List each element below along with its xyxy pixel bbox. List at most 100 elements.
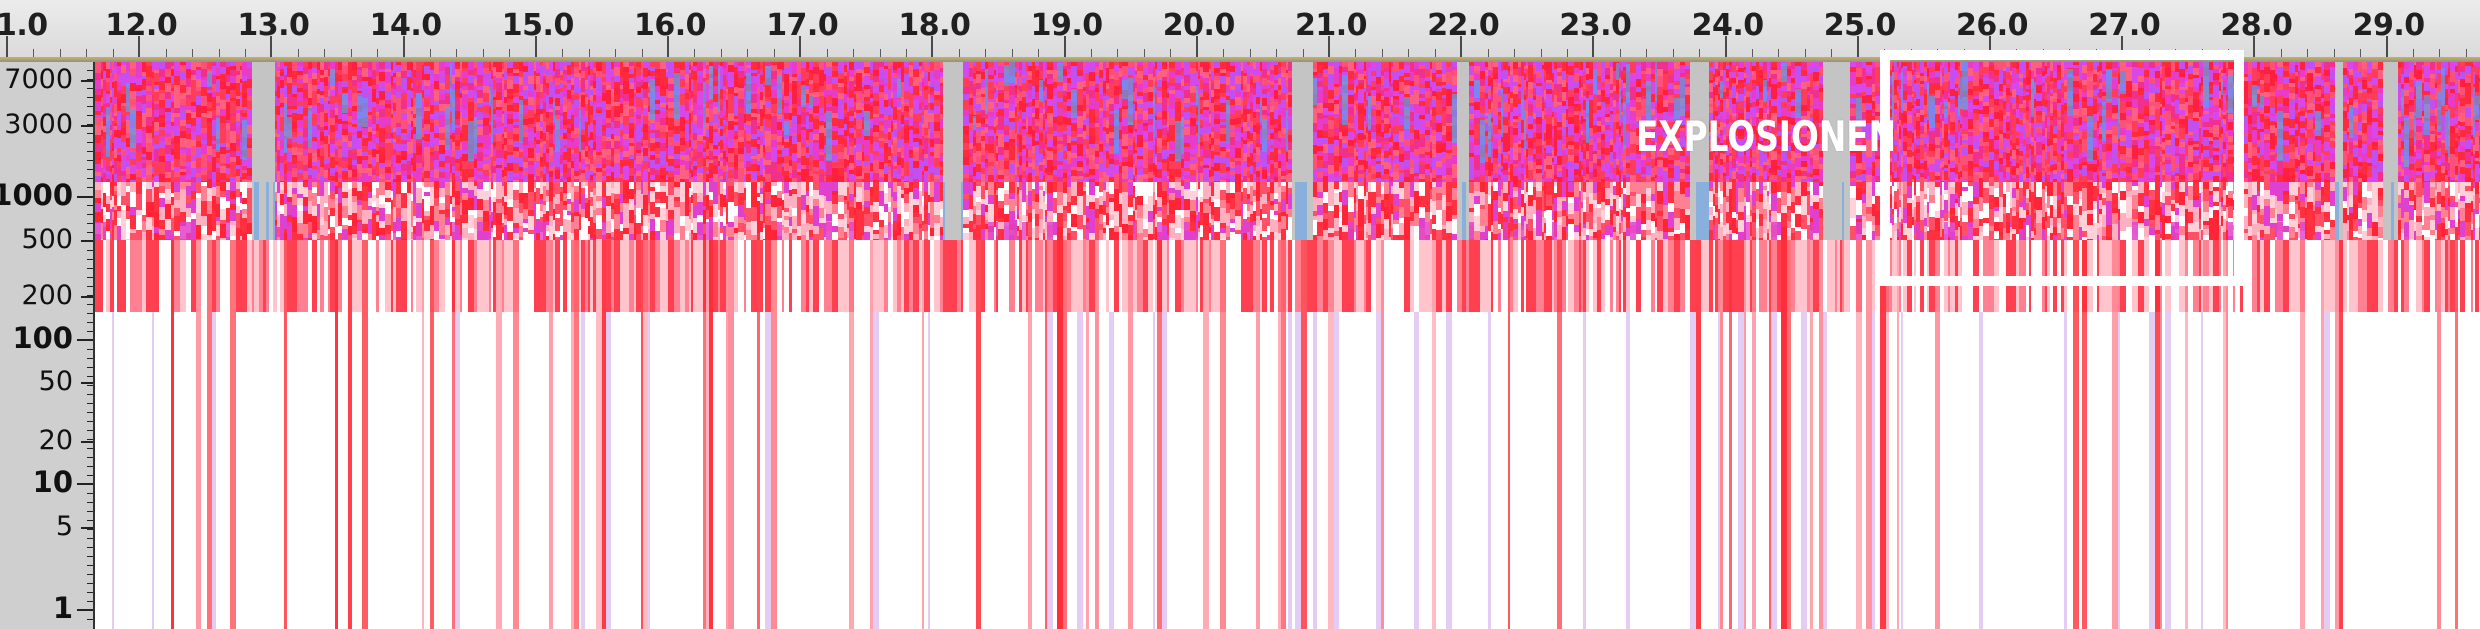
ruler-minor-tick: [1143, 49, 1145, 57]
frequency-axis-minor-tick: [87, 583, 93, 584]
ruler-minor-tick: [1091, 49, 1093, 57]
ruler-minor-tick: [1434, 49, 1436, 57]
ruler-major-tick: [6, 36, 8, 57]
ruler-major-tick: [2253, 36, 2256, 57]
ruler-time-label: 22.0: [1427, 8, 1500, 43]
frequency-axis-label: 3000: [4, 109, 73, 140]
ruler-major-tick: [138, 36, 141, 57]
frequency-axis-tick: [77, 483, 93, 485]
ruler-minor-tick: [482, 49, 484, 57]
ruler-minor-tick: [244, 49, 246, 57]
ruler-time-label: 21.0: [1295, 8, 1368, 43]
frequency-axis-tick: [77, 339, 93, 341]
ruler-minor-tick: [615, 49, 617, 57]
frequency-axis-minor-tick: [87, 358, 93, 359]
frequency-axis-minor-tick: [87, 268, 93, 269]
frequency-axis-minor-tick: [87, 151, 93, 152]
frequency-axis-minor-tick: [87, 124, 93, 125]
frequency-axis-minor-tick: [87, 619, 93, 620]
ruler-time-label: 20.0: [1162, 8, 1236, 43]
ruler-minor-tick: [456, 49, 458, 57]
frequency-axis-minor-tick: [87, 520, 93, 521]
frequency-axis-tick: [81, 80, 93, 82]
ruler-time-label: 19.0: [1030, 8, 1104, 43]
ruler-minor-tick: [905, 49, 907, 57]
ruler-minor-tick: [2439, 49, 2441, 57]
ruler-time-label: 17.0: [766, 8, 839, 43]
frequency-axis-minor-tick: [87, 70, 93, 71]
ruler-time-label: 14.0: [369, 8, 443, 43]
ruler-minor-tick: [1831, 49, 1833, 57]
frequency-axis-minor-tick: [87, 385, 93, 386]
frequency-axis-minor-tick: [87, 196, 93, 197]
frequency-axis-minor-tick: [87, 286, 93, 287]
frequency-axis-minor-tick: [87, 493, 93, 494]
frequency-axis-minor-tick: [87, 250, 93, 251]
spectrogram-canvas: [95, 62, 2480, 629]
frequency-axis-minor-tick: [87, 367, 93, 368]
ruler-minor-tick: [853, 49, 855, 57]
ruler-minor-tick: [1514, 49, 1516, 57]
ruler-minor-tick: [1381, 49, 1383, 57]
frequency-axis-minor-tick: [87, 187, 93, 188]
frequency-axis-minor-tick: [87, 376, 93, 377]
ruler-major-tick: [667, 36, 669, 57]
ruler-minor-tick: [2333, 49, 2335, 57]
frequency-axis-minor-tick: [87, 169, 93, 170]
frequency-axis-minor-tick: [87, 403, 93, 404]
frequency-axis-minor-tick: [87, 205, 93, 206]
frequency-axis-tick: [81, 527, 93, 529]
ruler-minor-tick: [2280, 49, 2282, 57]
frequency-axis-minor-tick: [87, 610, 93, 611]
ruler-major-tick: [1592, 36, 1595, 57]
ruler-time-label: 12.0: [105, 8, 178, 43]
ruler-minor-tick: [2307, 49, 2309, 57]
ruler-minor-tick: [1302, 49, 1304, 57]
frequency-axis-minor-tick: [87, 511, 93, 512]
frequency-axis-tick: [77, 196, 93, 198]
ruler-minor-tick: [2413, 49, 2415, 57]
frequency-axis-minor-tick: [87, 142, 93, 143]
frequency-axis-minor-tick: [87, 529, 93, 530]
ruler-minor-tick: [720, 49, 722, 57]
ruler-minor-tick: [1011, 49, 1013, 57]
frequency-axis-minor-tick: [87, 502, 93, 503]
frequency-axis-minor-tick: [87, 556, 93, 557]
ruler-major-tick: [2385, 36, 2388, 57]
ruler-time-label: 18.0: [898, 8, 971, 43]
frequency-axis-minor-tick: [87, 349, 93, 350]
ruler-minor-tick: [958, 49, 960, 57]
ruler-major-tick: [1989, 36, 1991, 57]
frequency-axis-minor-tick: [87, 475, 93, 476]
ruler-time-label: 25.0: [1823, 8, 1897, 43]
frequency-axis-minor-tick: [87, 466, 93, 467]
frequency-axis-minor-tick: [87, 295, 93, 296]
ruler-minor-tick: [1699, 49, 1701, 57]
frequency-axis-minor-tick: [87, 106, 93, 107]
ruler-minor-tick: [1540, 49, 1542, 57]
frequency-axis-minor-tick: [87, 574, 93, 575]
ruler-minor-tick: [1223, 49, 1225, 57]
ruler-minor-tick: [430, 49, 432, 57]
ruler-minor-tick: [2360, 49, 2362, 57]
spectrogram-view[interactable]: [95, 62, 2480, 629]
frequency-axis-minor-tick: [87, 394, 93, 395]
ruler-time-label: 13.0: [237, 8, 310, 43]
ruler-minor-tick: [297, 49, 299, 57]
timeline-ruler[interactable]: 1.0 12.0 13.0 14.0 15.0 16.0 17.0 18.0 19.0 20.0 2…: [0, 0, 2480, 62]
frequency-axis-label: 100: [12, 321, 73, 355]
frequency-axis-label: 200: [21, 280, 73, 311]
frequency-axis-tick: [77, 609, 93, 611]
ruler-minor-tick: [509, 49, 511, 57]
ruler-major-tick: [931, 36, 934, 57]
ruler-bottom-line: [0, 57, 2480, 62]
frequency-axis-minor-tick: [87, 484, 93, 485]
frequency-axis-minor-tick: [87, 88, 93, 89]
ruler-minor-tick: [588, 49, 590, 57]
ruler-minor-tick: [879, 49, 881, 57]
ruler-minor-tick: [1566, 49, 1568, 57]
ruler-minor-tick: [1619, 49, 1621, 57]
ruler-minor-tick: [2465, 49, 2467, 57]
ruler-minor-tick: [1408, 49, 1410, 57]
frequency-axis-minor-tick: [87, 457, 93, 458]
